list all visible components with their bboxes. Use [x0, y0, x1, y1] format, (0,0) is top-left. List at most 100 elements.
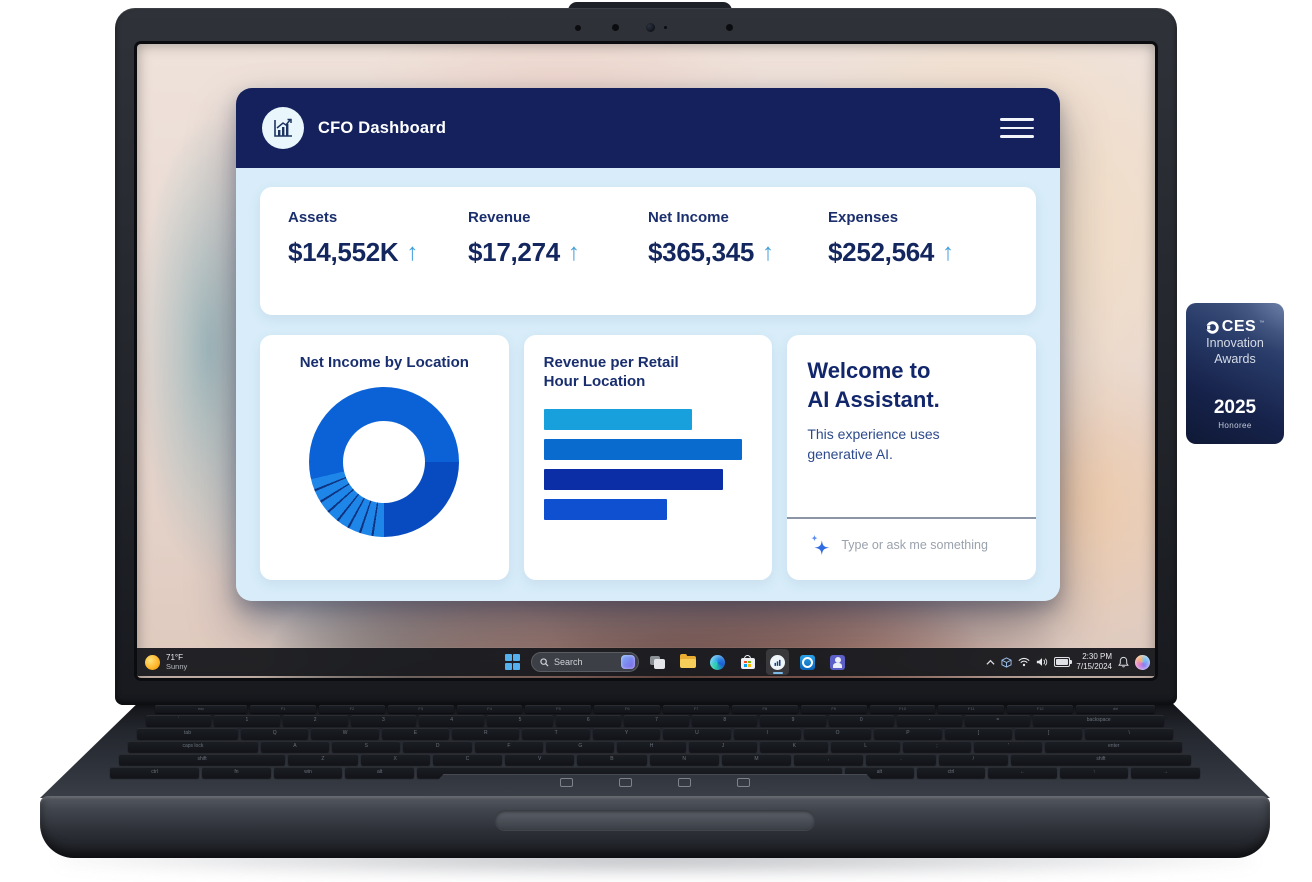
active-app-indicator	[772, 671, 783, 674]
keyboard-key: P	[874, 728, 942, 739]
revenue-bar	[543, 469, 724, 491]
kpi-value: $14,552K ↑	[288, 237, 419, 267]
keyboard-key: X	[360, 754, 430, 765]
keyboard-key: L	[831, 741, 900, 752]
kpi-label: Net Income	[648, 209, 729, 226]
outlook-button[interactable]	[796, 649, 819, 675]
start-icon	[504, 654, 521, 670]
keyboard-key: ]	[1015, 728, 1083, 739]
ai-input-row[interactable]: Type or ask me something	[807, 519, 1016, 562]
keyboard-key: 6	[555, 715, 621, 726]
file-explorer-button[interactable]	[676, 649, 699, 675]
keyboard-key: S	[332, 741, 401, 752]
keyboard-key: N	[649, 754, 719, 765]
keyboard-key: ,	[794, 754, 864, 765]
app-header: CFO Dashboard	[236, 88, 1060, 168]
keyboard-key: ←	[988, 767, 1057, 778]
keyboard-key: ctrl	[110, 767, 200, 778]
keyboard-key: Y	[592, 728, 661, 739]
keyboard-key: -	[896, 715, 963, 726]
edge-button[interactable]	[706, 649, 729, 675]
net-income-donut	[309, 387, 460, 538]
outlook-icon	[800, 654, 815, 670]
card-title: Net Income by Location	[299, 354, 469, 371]
clock-time: 2:30 PM	[1082, 652, 1112, 661]
cfo-dashboard-app-button[interactable]	[766, 649, 789, 675]
cube-3d-icon[interactable]	[1001, 656, 1012, 668]
weather-temperature: 71°F	[166, 652, 183, 662]
ai-assistant-heading: Welcome to AI Assistant.	[807, 358, 940, 412]
microsoft-store-icon	[740, 655, 755, 669]
keyboard-key: K	[760, 741, 829, 752]
teams-icon	[830, 654, 845, 670]
keyboard-key: `	[146, 715, 212, 726]
chevron-up-icon[interactable]	[986, 659, 995, 666]
keyboard-key: J	[688, 741, 758, 752]
notifications-bell-icon[interactable]	[1118, 656, 1129, 668]
ces-cta-ring-icon	[1205, 320, 1219, 334]
keyboard-key: Q	[241, 728, 309, 739]
task-view-icon	[650, 655, 665, 669]
ces-line2: Awards	[1214, 351, 1256, 366]
kpi-revenue: Revenue $17,274 ↑	[468, 209, 648, 293]
hamburger-menu-icon[interactable]	[1000, 118, 1034, 138]
keyboard: esc F1 F2 F3 F4 F5 F6 F7 F8 F9 F10 F11 F12 del ` 1 2 3 4 5 6…	[110, 705, 1200, 778]
ai-input-placeholder[interactable]: Type or ask me something	[841, 538, 988, 552]
keyboard-key: G	[546, 741, 615, 752]
task-view-button[interactable]	[646, 649, 669, 675]
battery-icon[interactable]	[1054, 657, 1073, 667]
taskbar-clock[interactable]: 2:30 PM 7/15/2024	[1076, 652, 1112, 672]
revenue-per-retail-card: Revenue per Retail Hour Location	[523, 335, 773, 580]
app-title: CFO Dashboard	[318, 118, 447, 137]
keyboard-key: alt	[845, 767, 914, 778]
keyboard-key: ctrl	[916, 767, 986, 778]
keyboard-key: '	[974, 741, 1043, 752]
keyboard-key: backspace	[1033, 715, 1164, 726]
keyboard-key: R	[452, 728, 520, 739]
keyboard-key: F9	[800, 705, 867, 713]
keyboard-key: 9	[760, 715, 826, 726]
taskbar-weather-widget[interactable]: 71°F Sunny	[145, 648, 187, 676]
ai-assistant-description: This experience uses generative AI.	[807, 426, 940, 463]
taskbar-search[interactable]: Search	[531, 652, 639, 672]
keyboard-key: del	[1076, 705, 1156, 713]
keyboard-key: U	[663, 728, 731, 739]
keyboard-key: B	[577, 754, 647, 765]
cfo-dashboard-app-icon	[770, 654, 785, 670]
revenue-bar	[543, 439, 742, 461]
teams-button[interactable]	[826, 649, 849, 675]
camera-led-icon	[664, 26, 667, 29]
microsoft-store-button[interactable]	[736, 649, 759, 675]
keyboard-key	[416, 767, 843, 778]
keyboard-key: Z	[288, 754, 358, 765]
kpi-label: Expenses	[828, 209, 899, 226]
lid-open-scoop	[495, 810, 815, 830]
laptop-front-edge	[40, 796, 1270, 858]
volume-icon[interactable]	[1036, 657, 1048, 667]
copilot-icon[interactable]	[1135, 654, 1150, 670]
kpi-label: Revenue	[468, 209, 531, 226]
trend-up-icon: ↑	[406, 238, 419, 266]
sun-icon	[145, 654, 160, 670]
trend-up-icon: ↑	[942, 238, 954, 266]
revenue-bar-chart	[543, 409, 753, 521]
laptop-base-deck: esc F1 F2 F3 F4 F5 F6 F7 F8 F9 F10 F11 F12 del ` 1 2 3 4 5 6…	[40, 700, 1270, 798]
search-icon	[540, 657, 549, 667]
keyboard-key: 2	[282, 715, 348, 726]
touchpad-display-icon	[560, 778, 573, 787]
keyboard-key: [	[944, 728, 1012, 739]
cfo-dashboard-window: CFO Dashboard Assets $14,552K ↑ Revenue $…	[236, 88, 1060, 601]
system-tray: 2:30 PM 7/15/2024	[986, 648, 1150, 676]
wifi-icon[interactable]	[1018, 657, 1030, 667]
keyboard-key: C	[432, 754, 503, 765]
keyboard-key: F4	[456, 705, 523, 713]
start-button[interactable]	[501, 649, 524, 675]
weather-condition: Sunny	[166, 662, 188, 672]
keyboard-key: fn	[202, 767, 271, 778]
trend-up-icon: ↑	[762, 238, 774, 266]
keyboard-key: .	[866, 754, 936, 765]
touchpad	[420, 774, 890, 798]
keyboard-key: 8	[692, 715, 758, 726]
keyboard-key: 5	[487, 715, 553, 726]
laptop-lid: CFO Dashboard Assets $14,552K ↑ Revenue $…	[115, 8, 1177, 705]
